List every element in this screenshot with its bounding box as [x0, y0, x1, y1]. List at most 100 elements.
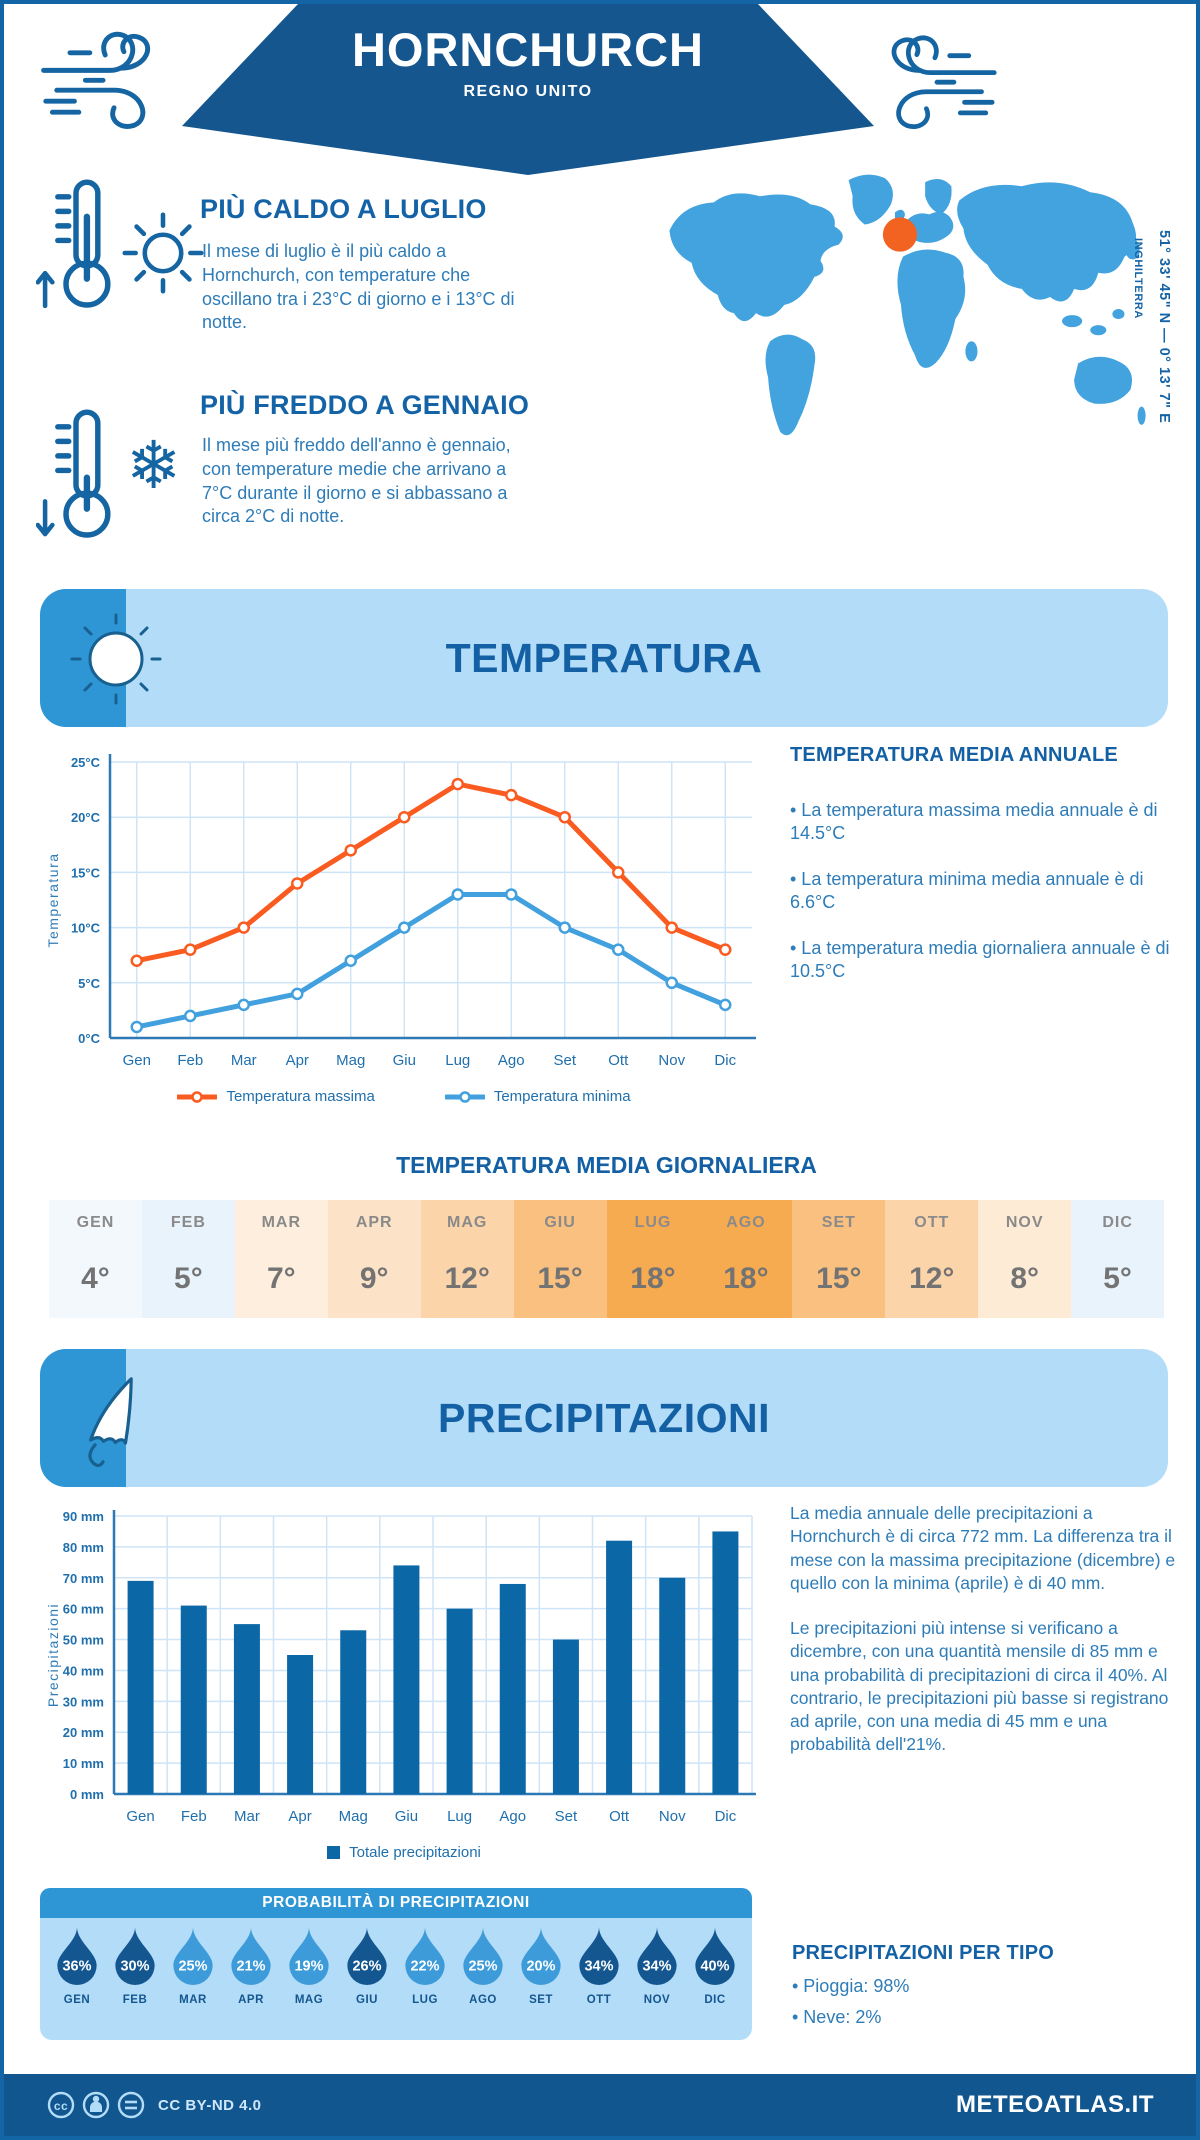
annual-temperature-panel: TEMPERATURA MEDIA ANNUALE • La temperatu…	[790, 744, 1182, 983]
svg-text:Ott: Ott	[609, 1808, 630, 1825]
raindrop-icon: 34%	[579, 1927, 619, 1985]
svg-text:19%: 19%	[295, 1958, 324, 1974]
daily-table-column: APR 9°	[327, 1200, 421, 1318]
map-region-label: INGHILTERRA	[1132, 238, 1144, 319]
raindrop-icon: 26%	[347, 1927, 387, 1985]
daily-table-column: AGO 18°	[699, 1200, 793, 1318]
svg-text:0 mm: 0 mm	[70, 1787, 104, 1802]
raindrop-icon: 34%	[637, 1927, 677, 1985]
svg-text:cc: cc	[54, 2099, 68, 2113]
daily-table-column: GEN 4°	[49, 1200, 142, 1318]
license-label: CC BY-ND 4.0	[158, 2096, 262, 2114]
droplet-month-label: GIU	[356, 1994, 378, 2006]
svg-text:Feb: Feb	[181, 1808, 207, 1825]
svg-text:Ago: Ago	[498, 1052, 525, 1069]
section-title-precipitation: PRECIPITAZIONI	[438, 1394, 770, 1441]
precipitation-type-bullet: • Pioggia: 98%	[792, 1976, 910, 1996]
svg-text:Set: Set	[555, 1808, 578, 1825]
svg-text:25%: 25%	[469, 1958, 498, 1974]
world-map	[669, 174, 1146, 436]
page-title: HORNCHURCH	[351, 23, 705, 76]
daily-table-month: GEN	[76, 1214, 115, 1231]
raindrop-icon: 25%	[463, 1927, 503, 1985]
svg-text:Mag: Mag	[336, 1052, 365, 1069]
svg-text:Ott: Ott	[608, 1052, 629, 1069]
raindrop-icon: 36%	[57, 1927, 97, 1985]
droplet-month-label: OTT	[586, 1994, 612, 2006]
svg-text:30%: 30%	[121, 1958, 150, 1974]
daily-table-column: GIU 15°	[513, 1200, 607, 1318]
svg-text:10°C: 10°C	[71, 921, 101, 936]
daily-table-month: MAG	[446, 1214, 488, 1231]
svg-text:20 mm: 20 mm	[63, 1725, 104, 1740]
daily-table-column: NOV 8°	[978, 1200, 1072, 1318]
map-coordinates: 51° 33' 45" N — 0° 13' 7" E	[1156, 230, 1172, 424]
sun-banner-icon	[70, 613, 162, 705]
svg-text:40%: 40%	[701, 1958, 730, 1974]
svg-text:Set: Set	[553, 1052, 576, 1069]
droplet-month-label: MAR	[179, 1994, 207, 2006]
creative-commons-icons: cc	[47, 2091, 145, 2119]
daily-table-value: 9°	[359, 1262, 389, 1295]
svg-text:90 mm: 90 mm	[63, 1509, 104, 1524]
svg-text:0°C: 0°C	[78, 1031, 100, 1046]
droplet-month-label: SET	[529, 1994, 553, 2006]
banner-ribbon-shape	[182, 4, 874, 175]
daily-table-month: FEB	[170, 1214, 206, 1231]
thermometer-cold-icon	[36, 409, 111, 538]
probability-droplet: 19% MAG	[281, 1926, 337, 2006]
highlight-warm-title: PIÙ CALDO A LUGLIO	[200, 194, 487, 224]
droplet-month-label: AGO	[469, 1994, 497, 2006]
probability-title: PROBABILITÀ DI PRECIPITAZIONI	[40, 1888, 752, 1918]
daily-table-column: MAG 12°	[420, 1200, 514, 1318]
svg-text:Mag: Mag	[339, 1808, 368, 1825]
svg-text:Nov: Nov	[659, 1808, 686, 1825]
footer: cc CC BY-ND 4.0 METEOATLAS.IT	[4, 2074, 1196, 2136]
svg-text:Giu: Giu	[393, 1052, 416, 1069]
temperature-chart-legend: Temperatura massima Temperatura minima	[44, 1088, 764, 1105]
precipitation-type-bullets: • Pioggia: 98% • Neve: 2%	[792, 1975, 1182, 2030]
wind-icon	[891, 35, 997, 129]
svg-text:Temperatura: Temperatura	[45, 852, 61, 947]
highlight-warm-text: Il mese di luglio è il più caldo a Hornc…	[202, 241, 515, 333]
probability-droplet: 30% FEB	[107, 1926, 163, 2006]
daily-table-value: 12°	[444, 1262, 490, 1295]
probability-droplet: 20% SET	[513, 1926, 569, 2006]
daily-table-column: OTT 12°	[885, 1200, 979, 1318]
svg-text:Gen: Gen	[123, 1052, 151, 1069]
raindrop-icon: 20%	[521, 1927, 561, 1985]
svg-text:Giu: Giu	[395, 1808, 418, 1825]
annual-bullet: • La temperatura massima media annuale è…	[790, 800, 1158, 844]
probability-droplet: 26% GIU	[339, 1926, 395, 2006]
probability-droplet: 34% OTT	[571, 1926, 627, 2006]
section-banner-temperature: TEMPERATURA	[40, 589, 1168, 727]
probability-droplet: 34% NOV	[629, 1926, 685, 2006]
droplet-month-label: DIC	[704, 1994, 726, 2006]
svg-text:Dic: Dic	[715, 1808, 737, 1825]
daily-table-column: LUG 18°	[606, 1200, 700, 1318]
daily-table-month: NOV	[1005, 1214, 1044, 1231]
precipitation-type-panel: PRECIPITAZIONI PER TIPO • Pioggia: 98% • …	[792, 1942, 1182, 2030]
daily-table-value: 7°	[266, 1262, 296, 1295]
raindrop-icon: 30%	[115, 1927, 155, 1985]
daily-table-title: TEMPERATURA MEDIA GIORNALIERA	[396, 1152, 817, 1178]
droplet-month-label: MAG	[294, 1994, 324, 2006]
legend-item: Totale precipitazioni	[327, 1844, 481, 1861]
daily-table-column: SET 15°	[792, 1200, 886, 1318]
raindrop-icon: 22%	[405, 1927, 445, 1985]
daily-table-column: DIC 5°	[1071, 1200, 1165, 1318]
svg-text:Precipitazioni: Precipitazioni	[45, 1603, 61, 1707]
daily-table-month: OTT	[914, 1214, 950, 1231]
daily-table-column: FEB 5°	[141, 1200, 235, 1318]
svg-text:10 mm: 10 mm	[63, 1756, 104, 1771]
svg-text:Mar: Mar	[231, 1052, 257, 1069]
svg-text:25%: 25%	[179, 1958, 208, 1974]
svg-text:50 mm: 50 mm	[63, 1633, 104, 1648]
daily-table-month: MAR	[261, 1214, 302, 1231]
svg-text:20%: 20%	[527, 1958, 556, 1974]
license-block: cc CC BY-ND 4.0	[46, 2089, 262, 2121]
svg-text:60 mm: 60 mm	[63, 1602, 104, 1617]
section-title-temperature: TEMPERATURA	[445, 634, 763, 681]
legend-item: Temperatura massima	[177, 1088, 375, 1105]
